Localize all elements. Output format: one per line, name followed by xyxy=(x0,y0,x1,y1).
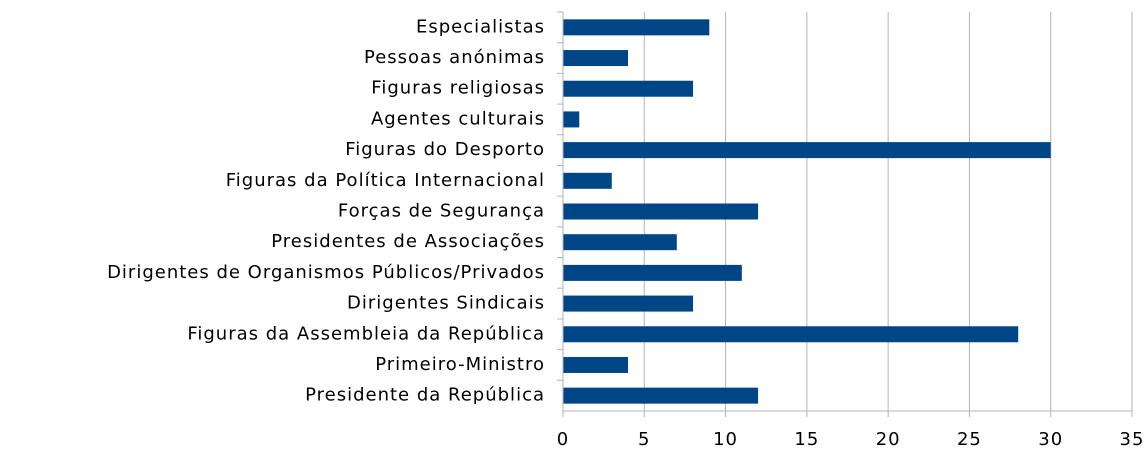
y-tick-label: Presidentes de Associações xyxy=(271,231,545,252)
bar xyxy=(563,387,759,404)
bar xyxy=(563,264,742,281)
bar xyxy=(563,295,694,312)
x-tick-label: 10 xyxy=(713,429,738,450)
x-tick-label: 30 xyxy=(1038,429,1063,450)
y-tick-label: Dirigentes de Organismos Públicos/Privad… xyxy=(107,262,545,283)
bar xyxy=(563,172,612,189)
bar xyxy=(563,203,759,220)
bar xyxy=(563,111,580,128)
y-tick-label: Especialistas xyxy=(416,16,545,37)
x-tick-label: 0 xyxy=(557,429,569,450)
y-tick-label: Figuras do Desporto xyxy=(345,139,545,160)
y-tick-label: Agentes culturais xyxy=(371,108,545,129)
bar xyxy=(563,19,710,36)
x-tick-label: 25 xyxy=(957,429,982,450)
bar xyxy=(563,142,1051,159)
bar xyxy=(563,80,694,97)
y-tick-label: Figuras da Política Internacional xyxy=(226,170,545,191)
y-tick-label: Dirigentes Sindicais xyxy=(347,293,545,314)
y-tick-label: Forças de Segurança xyxy=(338,201,545,222)
y-tick-label: Figuras religiosas xyxy=(371,78,545,99)
x-tick-label: 5 xyxy=(638,429,650,450)
bar xyxy=(563,326,1019,343)
y-tick-label: Figuras da Assembleia da República xyxy=(187,323,545,344)
x-tick-label: 15 xyxy=(794,429,819,450)
x-tick-label: 20 xyxy=(876,429,901,450)
y-tick-label: Pessoas anónimas xyxy=(364,47,545,68)
bar xyxy=(563,356,629,373)
bar xyxy=(563,50,629,67)
y-tick-label: Primeiro-Ministro xyxy=(375,354,545,375)
x-tick-label: 35 xyxy=(1120,429,1145,450)
bar xyxy=(563,234,677,251)
y-tick-label: Presidente da República xyxy=(305,385,545,406)
